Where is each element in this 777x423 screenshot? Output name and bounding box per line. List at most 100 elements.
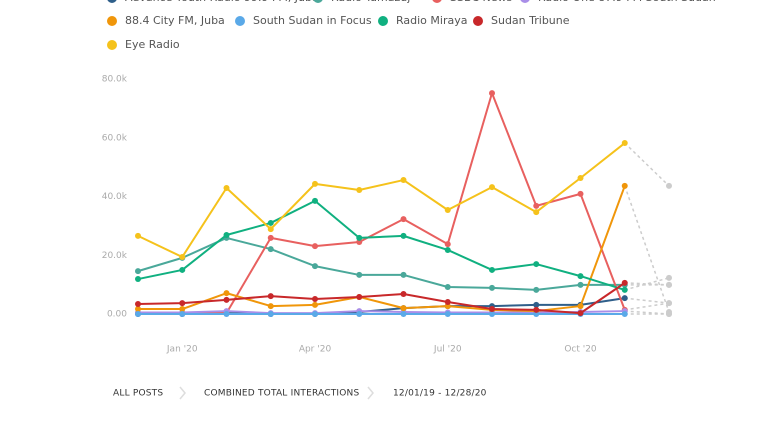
data-point [489,306,495,313]
data-point [356,293,363,300]
data-point [444,298,451,305]
data-point [312,197,318,204]
breadcrumb[interactable]: ALL POSTS [113,389,163,399]
y-tick-label: 40.0k [102,192,128,202]
data-point [135,306,141,313]
data-point [267,246,274,253]
legend-swatch [432,0,442,3]
breadcrumb[interactable]: 12/01/19 - 12/28/20 [393,389,487,399]
data-point [400,291,407,298]
data-point [533,202,540,209]
legend-swatch [107,40,117,50]
data-point [356,187,363,194]
data-point [444,311,451,317]
legend-label: Eye Radio [125,38,180,51]
data-point [267,311,274,317]
data-point [223,290,230,297]
projection-line [624,302,670,311]
y-tick-label: 0.00 [107,310,127,320]
y-tick-label: 80.0k [102,75,128,85]
data-point [577,273,584,280]
legend-swatch [313,0,323,3]
projection-point [666,182,672,189]
data-point [356,271,363,278]
data-point [533,311,540,317]
data-point [400,311,407,317]
series-line [137,142,626,259]
data-point [489,311,495,317]
data-point [444,246,451,253]
data-point [135,301,141,308]
data-point [444,241,451,248]
projection-line [624,142,670,187]
data-point [533,286,540,293]
data-point [533,209,540,216]
data-point [489,184,495,191]
legend-label: Radio One 87.9 FM South Sudan [538,0,716,4]
legend-label: SSBC News [450,0,512,4]
data-point [223,296,230,303]
legend-label: Advance Youth Radio 99.9 FM, Juba [125,0,319,4]
data-point [577,310,584,317]
data-point [577,190,584,197]
data-point [400,271,407,278]
data-point [267,226,274,233]
data-point [135,311,141,317]
data-point [621,140,628,147]
data-point [267,234,274,241]
projection-line [624,277,670,291]
data-point [179,254,186,261]
data-point [356,234,363,241]
data-point [179,311,186,317]
data-point [356,311,363,317]
data-point [444,283,451,290]
projection-point [666,300,672,307]
data-point [223,311,230,317]
projection-point [666,274,672,281]
x-tick-label: Apr '20 [299,345,332,355]
data-point [312,263,318,270]
data-point [621,182,628,189]
data-point [267,303,274,310]
data-point [312,243,318,250]
data-point [267,219,274,226]
data-point [267,293,274,300]
breadcrumb[interactable]: COMBINED TOTAL INTERACTIONS [204,389,359,399]
data-point [135,232,141,239]
x-tick-label: Oct '20 [564,345,597,355]
data-point [400,232,407,239]
legend-label: Radio Tamazuj [331,0,410,4]
legend-label: 88.4 City FM, Juba [125,14,225,27]
data-point [444,207,451,214]
series-line [138,310,625,315]
x-tick-label: Jan '20 [166,345,198,355]
data-point [400,216,407,223]
data-point [621,286,628,293]
projection-line [624,282,670,286]
projection-line [624,185,670,313]
data-point [135,276,141,283]
data-point [533,261,540,268]
data-point [356,239,363,246]
chevron [367,386,374,400]
data-point [621,279,628,286]
data-point [179,306,186,313]
data-point [577,303,584,310]
series-line [137,282,626,315]
data-point [312,311,318,317]
legend-swatch [520,0,530,3]
data-point [489,284,495,291]
data-point [577,174,584,181]
legend-swatch [473,16,483,26]
data-point [621,311,628,317]
data-point [400,177,407,184]
projection-line [624,297,670,304]
chevron [179,386,186,400]
data-point [489,266,495,273]
projection-point [666,311,672,317]
data-point [312,296,318,303]
legend-swatch [107,0,117,3]
data-point [135,268,141,275]
